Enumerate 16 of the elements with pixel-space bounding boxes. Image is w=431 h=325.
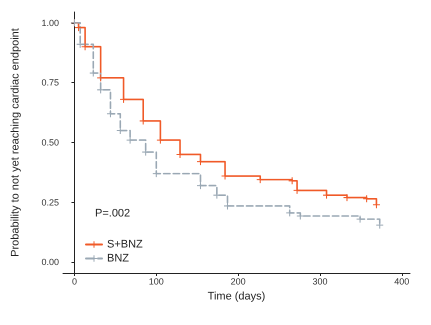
x-tick-label: 300 bbox=[312, 276, 328, 286]
x-tick-label: 200 bbox=[230, 276, 246, 286]
x-tick-label: 0 bbox=[72, 276, 77, 286]
y-tick-label: 0.00 bbox=[41, 257, 59, 268]
annotation: P=.002 bbox=[95, 208, 130, 220]
y-axis-title: Probability to not yet reaching cardiac endpoint bbox=[10, 28, 22, 257]
y-tick-label: 0.25 bbox=[41, 197, 59, 208]
x-tick-label: 400 bbox=[394, 276, 410, 286]
x-tick-label: 100 bbox=[148, 276, 164, 286]
x-axis-title: Time (days) bbox=[208, 290, 266, 302]
legend-label: S+BNZ bbox=[107, 238, 144, 250]
point bbox=[372, 201, 380, 208]
y-tick-label: 0.50 bbox=[41, 138, 59, 148]
y-tick-label: 0.75 bbox=[41, 78, 59, 88]
y-tick-label: 1.00 bbox=[41, 18, 59, 28]
legend-label: BNZ bbox=[107, 252, 130, 264]
